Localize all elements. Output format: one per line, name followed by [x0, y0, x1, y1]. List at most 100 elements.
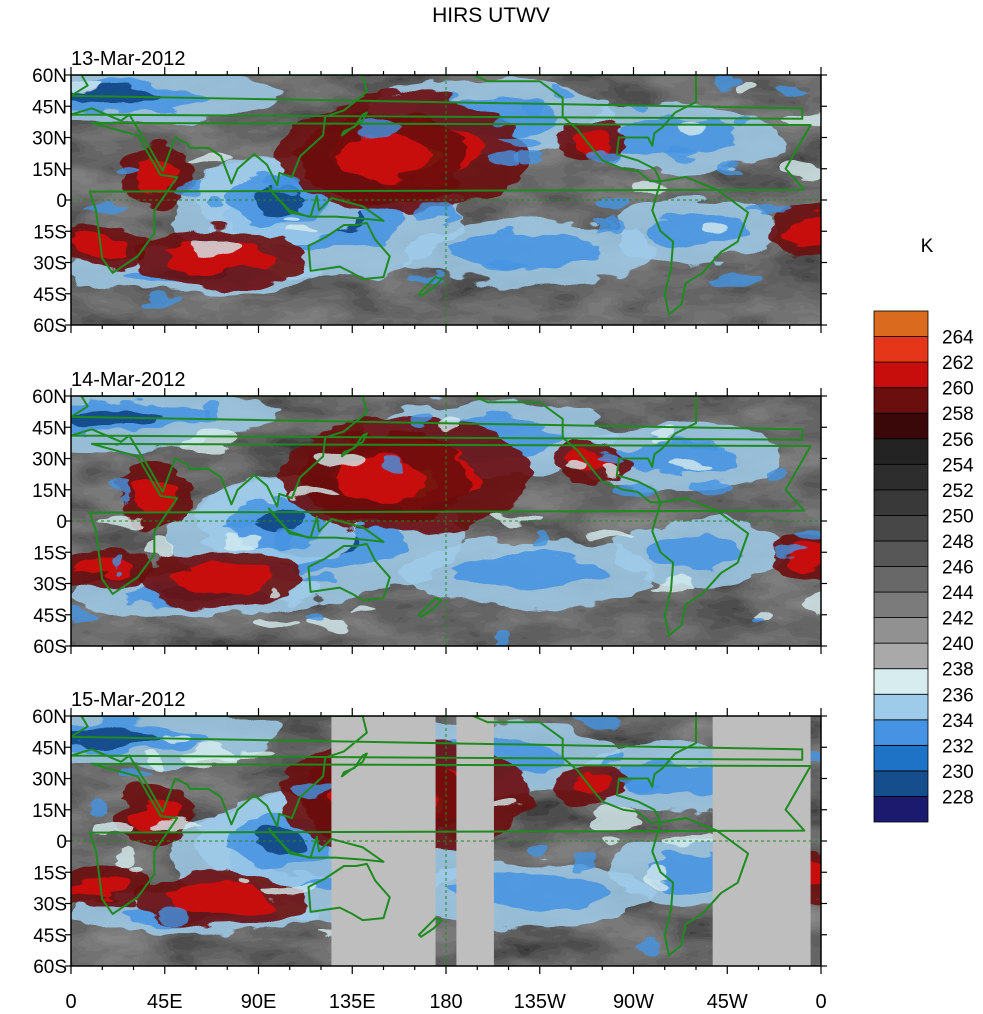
- speckle: [288, 782, 335, 796]
- lon-tick-label: 135W: [514, 991, 566, 1013]
- speckle: [489, 514, 541, 521]
- colorbar-level-label: 260: [942, 379, 974, 400]
- colorbar-level-label: 252: [942, 481, 974, 502]
- lat-tick-label: 15N: [32, 160, 67, 181]
- speckle: [522, 97, 547, 115]
- speckle: [317, 451, 368, 468]
- moist-core: [612, 119, 738, 156]
- speckle: [563, 463, 587, 471]
- dry-core: [131, 479, 177, 513]
- colorbar-swatch: [873, 489, 929, 516]
- colorbar-level-label: 242: [942, 609, 974, 630]
- colorbar-level-label: 258: [942, 404, 974, 425]
- lat-tick-label: 45N: [32, 738, 67, 759]
- speckle: [308, 612, 325, 623]
- speckle: [106, 167, 134, 177]
- speckle: [495, 630, 512, 645]
- lon-tick-label: 0: [815, 991, 826, 1013]
- speckle: [601, 465, 617, 479]
- speckle: [206, 197, 226, 213]
- colorbar-swatch: [873, 770, 929, 797]
- colorbar-level-label: 236: [942, 685, 974, 706]
- colorbar-swatch: [873, 310, 929, 337]
- speckle: [710, 271, 761, 288]
- speckle: [288, 490, 339, 499]
- speckle: [410, 276, 445, 286]
- coastline: [340, 752, 368, 778]
- speckle: [204, 404, 222, 420]
- speckle: [679, 119, 702, 137]
- speckle: [126, 863, 143, 876]
- speckle: [776, 162, 821, 179]
- speckle: [443, 415, 456, 434]
- colorbar-swatch: [873, 412, 929, 440]
- speckle: [190, 240, 234, 258]
- speckle: [386, 458, 407, 470]
- lon-tick-label: 90E: [241, 991, 277, 1013]
- speckle: [668, 462, 710, 475]
- lon-tick-label: 90W: [613, 991, 654, 1013]
- speckle: [631, 182, 669, 194]
- dry-core: [171, 884, 271, 914]
- coastline: [472, 396, 697, 504]
- speckle: [71, 608, 100, 626]
- lat-tick-label: 60S: [33, 316, 67, 337]
- speckle: [592, 217, 612, 229]
- speckle: [686, 439, 716, 450]
- speckle: [527, 532, 549, 548]
- speckle: [710, 75, 741, 88]
- map-panels: 13-Mar-201260N45N30N15N015S30S45S60S14-M…: [32, 48, 827, 978]
- colorbar-level-label: 254: [942, 455, 974, 476]
- speckle: [769, 548, 811, 557]
- speckle: [266, 885, 317, 897]
- lat-tick-label: 15N: [32, 801, 67, 822]
- speckle: [146, 297, 178, 306]
- coastline: [267, 507, 385, 543]
- speckle: [112, 552, 125, 572]
- speckle: [415, 411, 436, 431]
- coastline: [417, 597, 443, 618]
- speckle: [236, 747, 275, 758]
- anomaly-blobs: [71, 75, 821, 306]
- speckle: [223, 522, 259, 530]
- speckle: [604, 835, 624, 850]
- dry-core: [333, 135, 434, 182]
- coastline: [651, 176, 750, 316]
- speckle: [275, 530, 294, 548]
- speckle: [579, 716, 625, 724]
- colorbar-swatch: [873, 438, 929, 465]
- lat-tick-label: 45N: [32, 97, 67, 118]
- colorbar-level-label: 248: [942, 532, 974, 553]
- speckle: [643, 937, 664, 957]
- colorbar-level-label: 246: [942, 558, 974, 579]
- speckle: [597, 451, 624, 466]
- speckle: [663, 149, 703, 160]
- speckle: [786, 111, 821, 131]
- colorbar-unit-label: K: [921, 236, 934, 257]
- speckle: [111, 851, 130, 868]
- lat-tick-label: 60N: [32, 387, 67, 408]
- coastline: [307, 221, 391, 281]
- speckle: [189, 155, 233, 166]
- panel-date-label: 14-Mar-2012: [71, 369, 186, 391]
- coastline: [307, 542, 391, 602]
- colorbar-swatch: [873, 668, 929, 695]
- panel-date-label: 13-Mar-2012: [71, 48, 186, 70]
- colorbar-level-label: 240: [942, 634, 974, 655]
- colorbar-swatch: [873, 566, 929, 593]
- utwv-field: [71, 716, 821, 966]
- lat-tick-label: 30N: [32, 129, 67, 150]
- coastline: [340, 111, 368, 137]
- coastline: [88, 762, 812, 915]
- coastline: [307, 862, 391, 922]
- dry-core: [72, 876, 133, 898]
- speckle: [489, 151, 519, 164]
- speckle: [111, 481, 130, 502]
- speckle: [692, 480, 732, 497]
- colorbar-swatch: [873, 336, 929, 363]
- lon-tick-label: 135E: [329, 991, 376, 1013]
- speckle: [272, 588, 286, 599]
